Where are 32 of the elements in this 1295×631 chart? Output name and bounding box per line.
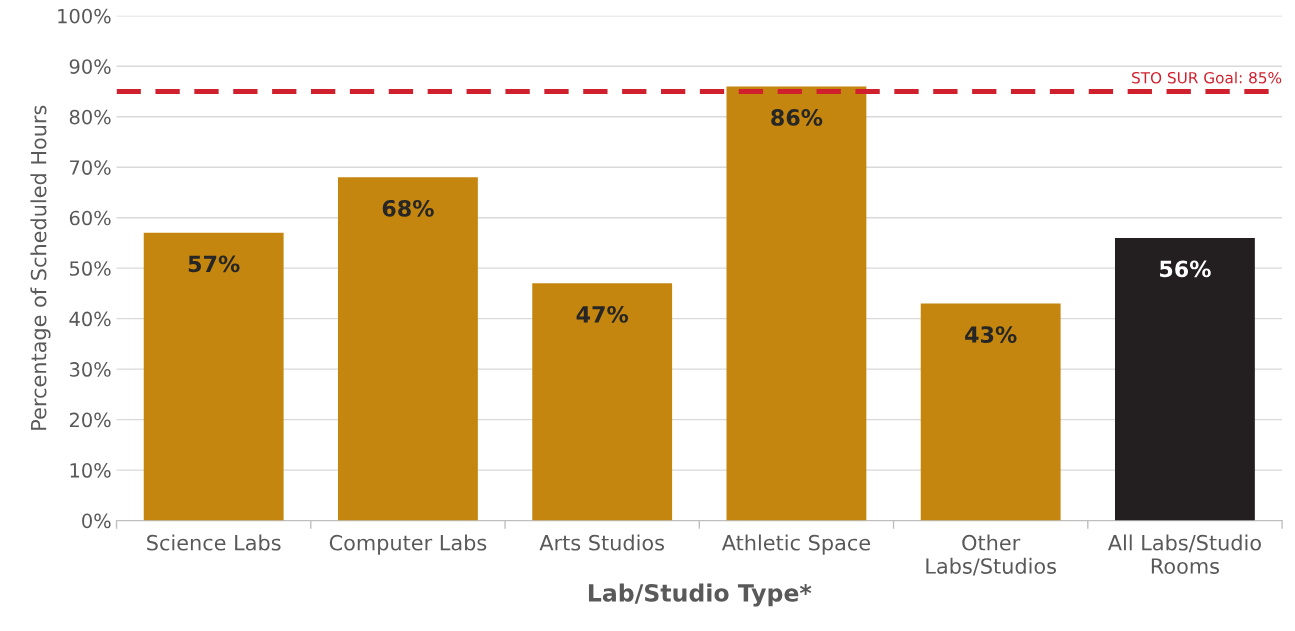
y-tick-label: 50% (69, 261, 111, 276)
x-tick-label: Other Labs/Studios (926, 534, 1056, 576)
y-tick-label: 80% (69, 109, 111, 125)
x-tick-label: Arts Studios (539, 534, 664, 551)
data-label: 57% (188, 255, 240, 273)
y-tick-label: 0% (82, 513, 111, 529)
data-label: 56% (1160, 260, 1211, 278)
x-tick-label: Science Labs (147, 534, 281, 551)
y-tick-label: 40% (69, 311, 111, 327)
ref-line-label: STO SUR Goal: 85% (1132, 71, 1282, 84)
data-label: 68% (382, 199, 434, 217)
bar (532, 283, 673, 521)
data-label: 86% (771, 109, 823, 126)
bar (1114, 237, 1255, 521)
bar (726, 86, 867, 521)
y-tick-label: 90% (69, 59, 111, 74)
x-tick-label: Athletic Space (721, 534, 871, 555)
data-label: 43% (965, 326, 1017, 343)
y-tick-label: 30% (69, 362, 111, 377)
y-tick-label: 10% (70, 463, 111, 478)
data-label: 47% (576, 305, 629, 323)
x-tick-label: All Labs/Studio Rooms (1107, 534, 1261, 574)
x-tick-label: Computer Labs (329, 534, 487, 555)
y-tick-label: 20% (69, 412, 111, 428)
y-tick-label: 70% (70, 160, 111, 175)
y-tick-label: 60% (69, 210, 111, 226)
bar (337, 177, 478, 521)
bar (143, 232, 284, 521)
y-tick-label: 100% (58, 8, 111, 24)
y-axis-title: Percentage of Scheduled Hours (30, 105, 51, 430)
bar (920, 303, 1061, 521)
x-axis-title: Lab/Studio Type* (588, 583, 812, 607)
